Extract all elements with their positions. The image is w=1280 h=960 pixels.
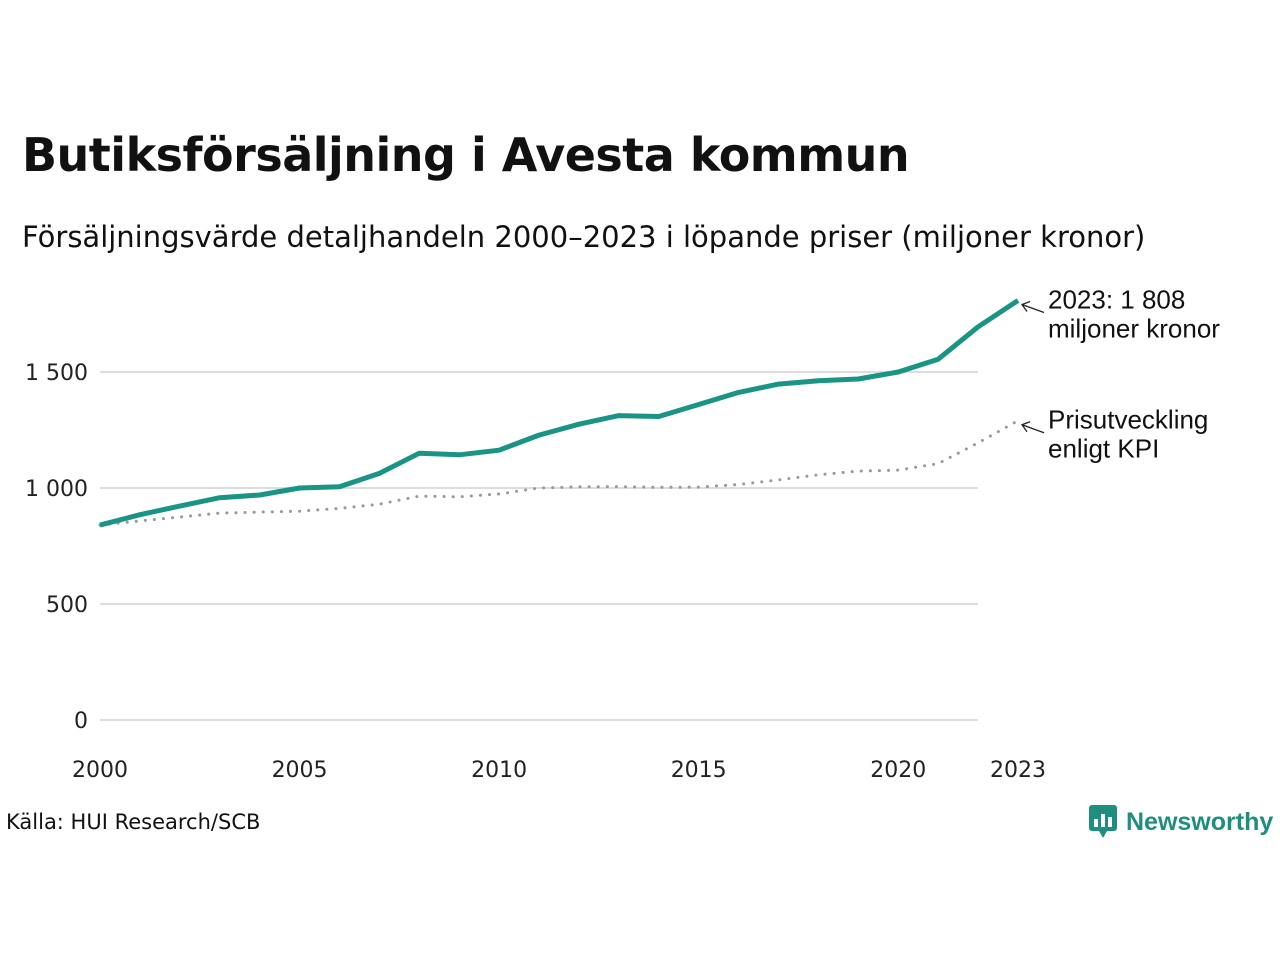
x-axis-ticks: 2000 2005 2010 2015 2020 2023	[72, 758, 1046, 783]
annotation-label: Prisutveckling enligt KPI	[1048, 405, 1208, 464]
x-tick-label: 2000	[72, 758, 128, 783]
y-tick-label: 500	[46, 593, 88, 618]
newsworthy-logo-icon	[1089, 805, 1117, 838]
kpi-series-line	[98, 419, 1020, 527]
x-tick-label: 2023	[990, 758, 1046, 783]
annotation-arrow	[1021, 424, 1045, 434]
sales-series-line	[99, 298, 1020, 528]
x-tick-label: 2015	[671, 758, 727, 783]
y-axis-ticks: 0 500 1 000 1 500	[25, 361, 88, 734]
gridlines	[100, 371, 978, 721]
brand-name: Newsworthy	[1126, 807, 1274, 836]
annotation-arrowhead	[1020, 421, 1031, 433]
x-tick-label: 2010	[471, 758, 527, 783]
annotation-line: Prisutveckling	[1048, 405, 1208, 435]
source-note: Källa: HUI Research/SCB	[6, 810, 261, 834]
y-tick-label: 1 000	[25, 477, 88, 502]
annotation-line: 2023: 1 808	[1048, 285, 1185, 315]
annotations: 2023: 1 808 miljoner kronor Prisutveckling…	[1020, 285, 1220, 464]
x-tick-label: 2005	[272, 758, 328, 783]
series-lines	[98, 298, 1020, 528]
x-tick-label: 2020	[870, 758, 926, 783]
annotation-line: enligt KPI	[1048, 434, 1159, 464]
y-tick-label: 1 500	[25, 361, 88, 386]
annotation-arrow	[1021, 303, 1045, 314]
annotation-label: 2023: 1 808 miljoner kronor	[1048, 285, 1220, 344]
annotation-line: miljoner kronor	[1048, 314, 1220, 344]
chart-title: Butiksförsäljning i Avesta kommun	[22, 128, 910, 182]
y-tick-label: 0	[74, 709, 88, 734]
annotation-arrowhead	[1020, 300, 1031, 312]
brand-logo: Newsworthy	[1088, 804, 1273, 840]
chart-subtitle: Försäljningsvärde detaljhandeln 2000–202…	[22, 220, 1146, 254]
